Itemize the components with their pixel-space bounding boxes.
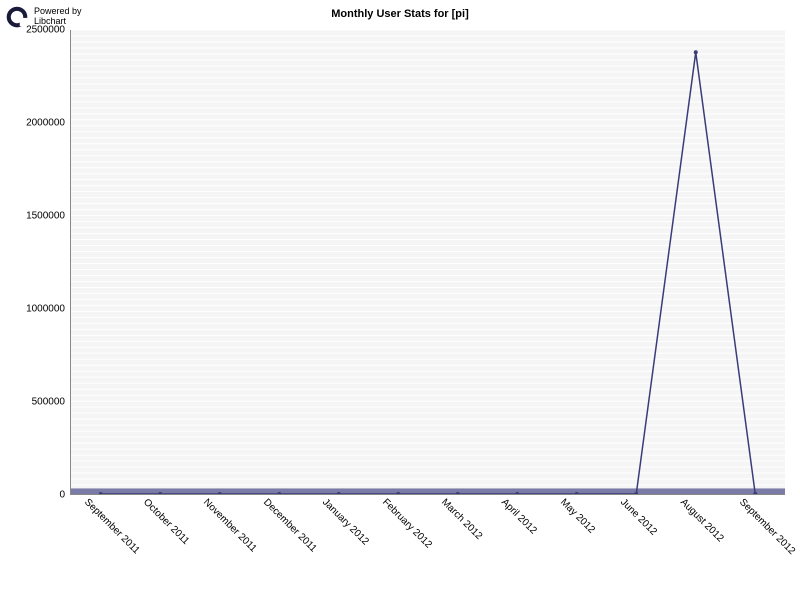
y-tick-label: 2000000 xyxy=(26,118,71,129)
baseline-band xyxy=(71,488,785,494)
series-line xyxy=(101,52,756,494)
x-tick-label: May 2012 xyxy=(559,497,598,536)
x-tick-label: June 2012 xyxy=(618,497,659,538)
x-tick-label: December 2011 xyxy=(261,497,319,555)
x-tick-label: February 2012 xyxy=(380,497,434,551)
y-tick-label: 1500000 xyxy=(26,211,71,222)
x-tick-label: April 2012 xyxy=(499,497,539,537)
x-tick-label: September 2011 xyxy=(82,497,142,557)
x-tick-label: August 2012 xyxy=(678,497,725,544)
data-point xyxy=(694,50,698,54)
y-tick-label: 0 xyxy=(59,490,71,501)
plot-area: 05000001000000150000020000002500000Septe… xyxy=(70,30,785,495)
x-tick-label: November 2011 xyxy=(201,497,259,555)
y-tick-label: 500000 xyxy=(32,397,71,408)
gridlines xyxy=(71,30,785,491)
x-tick-label: March 2012 xyxy=(439,497,484,542)
plot-svg xyxy=(71,30,785,494)
x-tick-label: September 2012 xyxy=(737,497,797,557)
chart-title: Monthly User Stats for [pi] xyxy=(0,8,800,20)
x-tick-label: October 2011 xyxy=(141,497,191,547)
y-tick-label: 2500000 xyxy=(26,25,71,36)
chart-container: Powered by Libchart Monthly User Stats f… xyxy=(0,0,800,600)
y-tick-label: 1000000 xyxy=(26,304,71,315)
series-markers xyxy=(99,50,757,494)
x-tick-label: January 2012 xyxy=(320,497,371,548)
